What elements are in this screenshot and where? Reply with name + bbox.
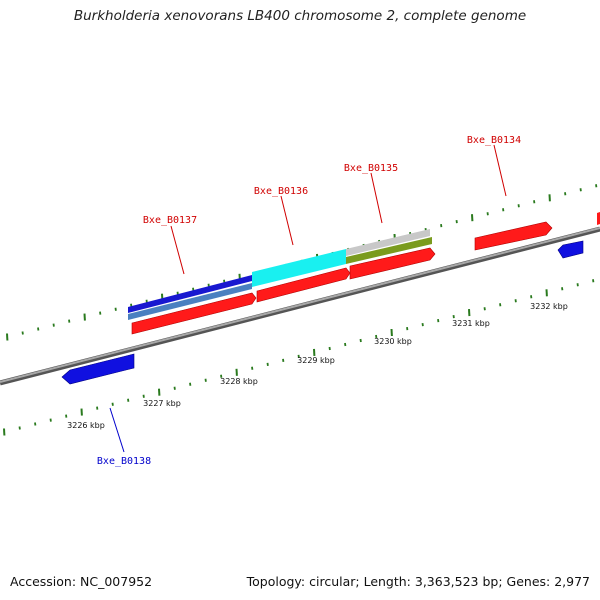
tick-label-3230: 3230 kbp — [374, 337, 412, 346]
gene-labels: Bxe_B0137 Bxe_B0136 Bxe_B0135 Bxe_B0134 … — [97, 135, 521, 467]
tick-label-3232: 3232 kbp — [530, 302, 568, 311]
gene-label-b0134[interactable]: Bxe_B0134 — [467, 135, 521, 146]
genome-backbone — [0, 226, 600, 386]
gene-label-b0135[interactable]: Bxe_B0135 — [344, 163, 398, 174]
tick-labels: 3226 kbp 3227 kbp 3228 kbp 3229 kbp 3230… — [67, 302, 568, 430]
cds-arrow-edge[interactable] — [597, 212, 600, 225]
gene-label-b0137[interactable]: Bxe_B0137 — [143, 215, 197, 226]
cds-arrow-small-blue[interactable] — [557, 240, 584, 259]
cds-arrow-b0138[interactable] — [61, 353, 135, 385]
feature-olive-bar[interactable] — [346, 237, 432, 264]
genome-title: Burkholderia xenovorans LB400 chromosome… — [73, 8, 527, 24]
cds-arrow-b0137[interactable] — [131, 292, 257, 335]
tick-label-3228: 3228 kbp — [220, 377, 258, 386]
feature-silver-bar[interactable] — [346, 229, 430, 256]
feature-tracks — [61, 212, 600, 385]
feature-darkblue-bar[interactable] — [128, 275, 252, 313]
accession-text: Accession: NC_007952 — [10, 574, 153, 589]
tick-label-3227: 3227 kbp — [143, 399, 181, 408]
lower-tick-ring — [3, 279, 595, 436]
cds-arrow-b0136[interactable] — [256, 267, 351, 303]
feature-steelblue-bar[interactable] — [128, 283, 252, 320]
gene-label-b0136[interactable]: Bxe_B0136 — [254, 186, 308, 197]
cds-arrow-b0135[interactable] — [349, 247, 436, 280]
cds-arrow-b0134[interactable] — [474, 221, 553, 251]
topology-summary: Topology: circular; Length: 3,363,523 bp… — [246, 574, 590, 589]
tick-label-3229: 3229 kbp — [297, 356, 335, 365]
tick-label-3231: 3231 kbp — [452, 319, 490, 328]
tick-label-3226: 3226 kbp — [67, 421, 105, 430]
gene-label-b0138[interactable]: Bxe_B0138 — [97, 456, 151, 467]
feature-cyan-bar[interactable] — [252, 249, 346, 287]
